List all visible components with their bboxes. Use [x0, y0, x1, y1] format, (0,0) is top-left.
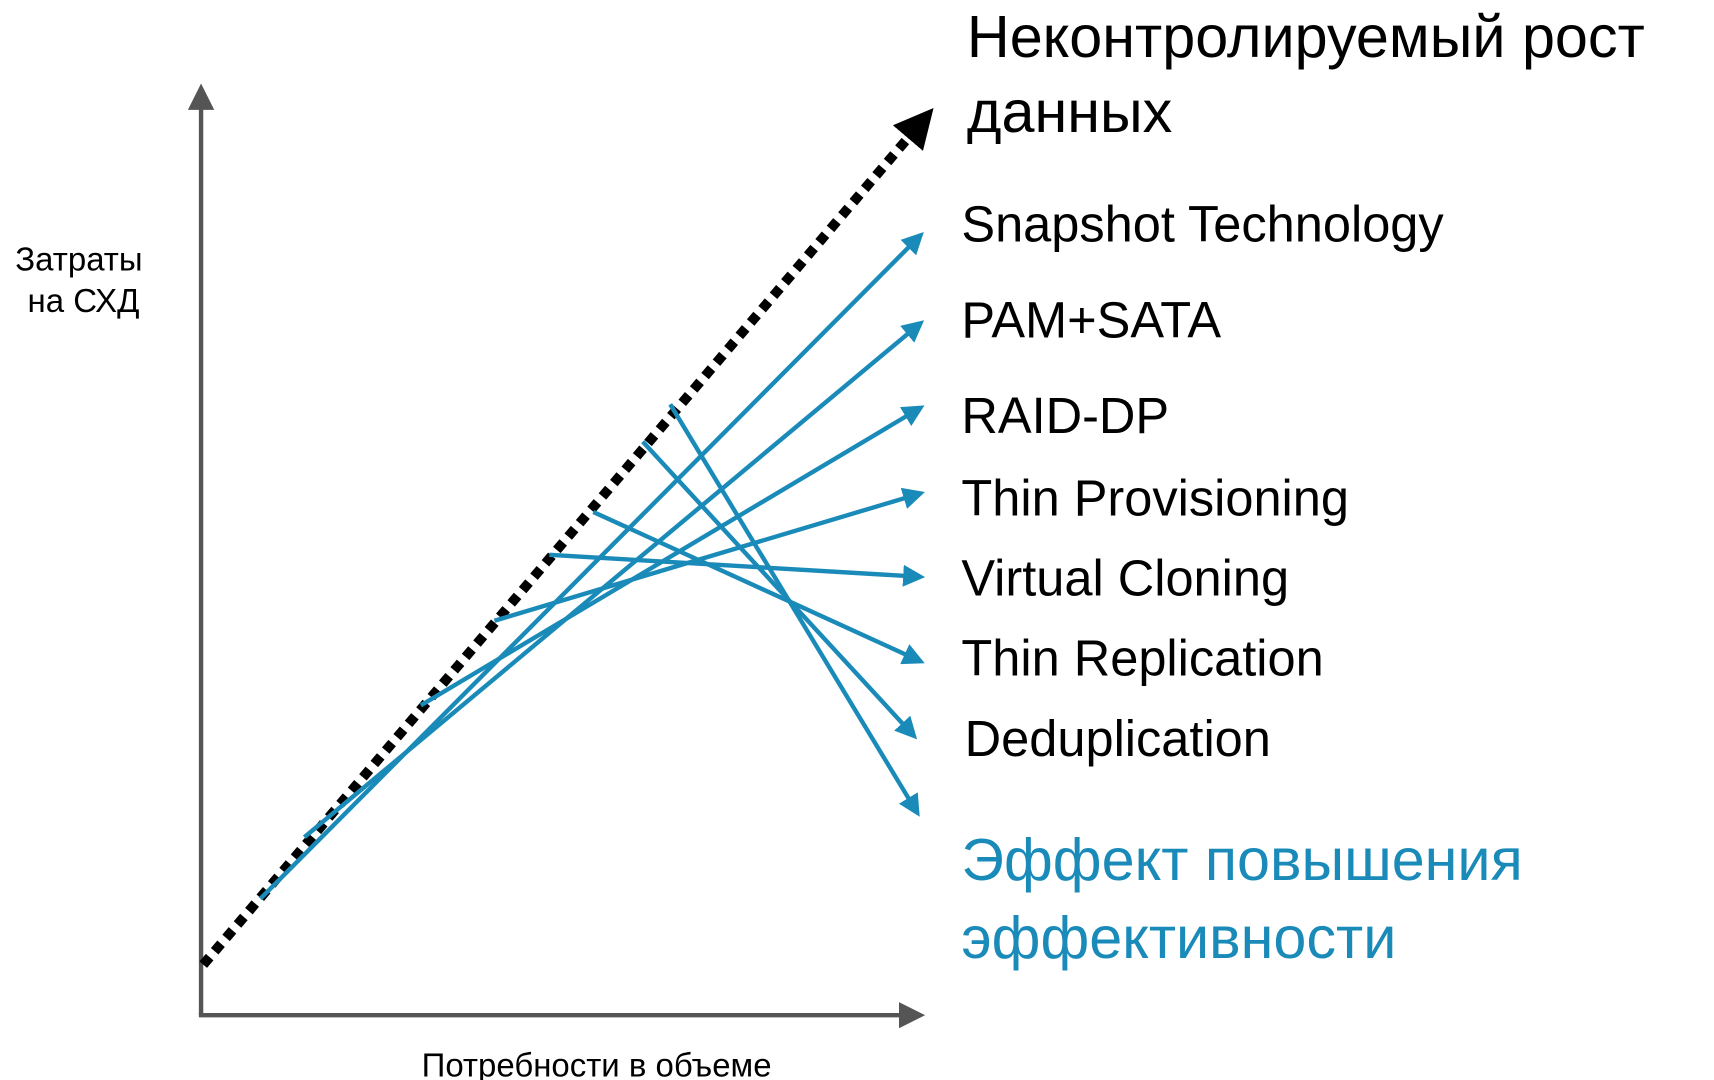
arrow: [668, 403, 920, 817]
effect-label: Эффект повышения эффективности: [961, 826, 1539, 971]
technique: PAM+SATA: [961, 291, 1221, 348]
y-axis-label-line: на СХД: [28, 282, 140, 319]
technique: Deduplication: [965, 710, 1271, 767]
technique: Snapshot Technology: [961, 196, 1444, 253]
arrow: [493, 487, 925, 623]
technique: Thin Provisioning: [961, 469, 1349, 526]
effect-label-line: Эффект повышения: [961, 826, 1522, 893]
effect-label-line: эффективности: [961, 904, 1396, 971]
technique: RAID-DP: [961, 387, 1169, 444]
trend-label-line: Неконтролируемый рост: [967, 3, 1645, 70]
technique: Thin Replication: [961, 630, 1323, 687]
trend-arrow: [199, 108, 934, 968]
trend-label: Неконтролируемый рост данных: [967, 3, 1661, 145]
technique-arrows: [258, 232, 926, 901]
x-axis-label: Потребности в объеме: [422, 1047, 772, 1080]
arrow: [641, 440, 918, 740]
arrow: [592, 509, 925, 665]
arrow: [302, 320, 925, 839]
arrow: [258, 232, 924, 901]
y-axis-label: Затраты на СХД: [15, 240, 151, 319]
arrow: [419, 405, 925, 708]
arrow: [549, 552, 926, 587]
y-axis-label-line: Затраты: [15, 240, 142, 277]
technique-list: Snapshot Technology PAM+SATA RAID-DP Thi…: [961, 196, 1444, 767]
technique: Virtual Cloning: [961, 549, 1289, 606]
trend-label-line: данных: [967, 78, 1173, 145]
